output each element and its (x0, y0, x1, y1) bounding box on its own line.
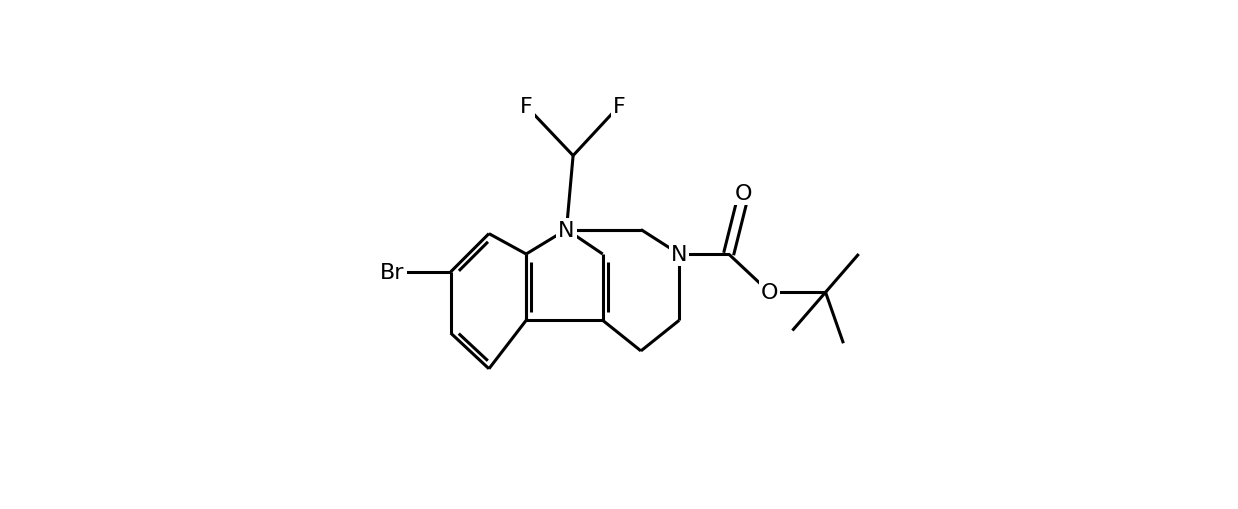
Text: F: F (613, 97, 625, 117)
Text: N: N (671, 244, 687, 265)
Text: Br: Br (380, 262, 405, 282)
Text: F: F (520, 97, 532, 117)
Text: N: N (558, 220, 574, 240)
Text: O: O (760, 282, 779, 303)
Text: O: O (735, 183, 753, 204)
